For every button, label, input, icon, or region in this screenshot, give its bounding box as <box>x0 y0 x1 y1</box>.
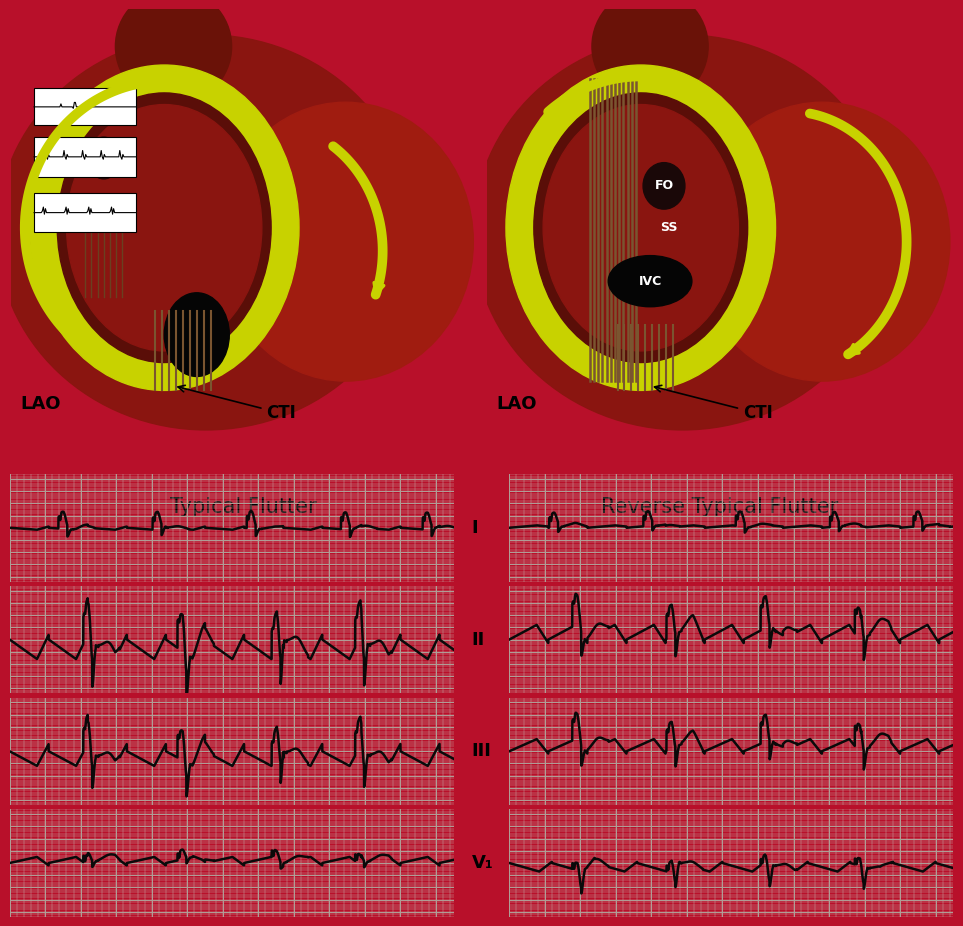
Text: II: II <box>472 631 485 648</box>
Ellipse shape <box>592 0 708 105</box>
Bar <box>34 88 137 125</box>
Text: CTI: CTI <box>178 385 297 422</box>
Text: V₁: V₁ <box>472 854 493 872</box>
Text: III: III <box>472 743 491 760</box>
Ellipse shape <box>534 93 747 362</box>
Text: FO: FO <box>655 180 673 193</box>
Text: LAO: LAO <box>20 395 61 413</box>
Ellipse shape <box>0 35 415 430</box>
Ellipse shape <box>30 65 299 391</box>
Ellipse shape <box>88 137 120 179</box>
Ellipse shape <box>543 105 739 351</box>
Text: Reverse Typical Flutter: Reverse Typical Flutter <box>601 497 839 518</box>
Text: Typical Flutter: Typical Flutter <box>169 497 317 518</box>
Ellipse shape <box>58 93 272 362</box>
Bar <box>34 137 137 177</box>
Ellipse shape <box>694 102 950 382</box>
Ellipse shape <box>609 256 691 307</box>
Text: I: I <box>472 519 479 537</box>
Text: CTI: CTI <box>655 385 772 422</box>
Text: LAO: LAO <box>497 395 537 413</box>
Ellipse shape <box>66 105 262 351</box>
Text: SS: SS <box>660 221 677 234</box>
Ellipse shape <box>643 163 685 209</box>
Ellipse shape <box>474 35 892 430</box>
Ellipse shape <box>116 0 232 105</box>
Ellipse shape <box>165 293 229 377</box>
Ellipse shape <box>506 65 775 391</box>
Ellipse shape <box>218 102 473 382</box>
Bar <box>34 193 137 232</box>
Text: IVC: IVC <box>638 275 662 288</box>
